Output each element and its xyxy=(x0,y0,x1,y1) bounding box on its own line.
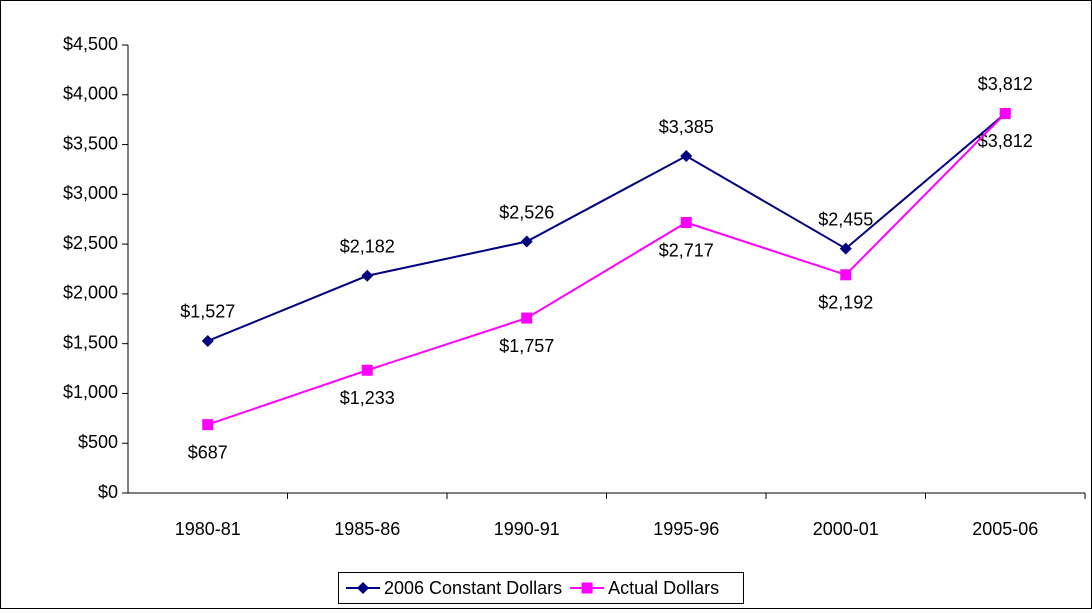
legend-marker xyxy=(357,582,369,594)
x-tick-label: 1990-91 xyxy=(494,519,560,539)
y-tick-label: $1,000 xyxy=(63,382,118,402)
data-label: $3,812 xyxy=(978,74,1033,94)
data-label: $3,385 xyxy=(659,117,714,137)
data-label: $2,192 xyxy=(818,293,873,313)
x-tick-label: 1995-96 xyxy=(653,519,719,539)
y-tick-label: $500 xyxy=(78,432,118,452)
y-tick-label: $0 xyxy=(98,482,118,502)
data-point xyxy=(520,235,533,248)
data-point xyxy=(521,312,533,324)
legend-marker xyxy=(581,582,593,594)
data-point xyxy=(840,269,852,281)
data-label: $3,812 xyxy=(978,131,1033,151)
data-point xyxy=(361,269,374,282)
data-label: $2,526 xyxy=(499,202,554,222)
data-label: $687 xyxy=(188,442,228,462)
y-tick-label: $3,500 xyxy=(63,133,118,153)
series-line xyxy=(207,112,1006,342)
x-tick-label: 1985-86 xyxy=(334,519,400,539)
y-tick-label: $4,500 xyxy=(63,34,118,54)
y-tick-label: $3,000 xyxy=(63,183,118,203)
data-point xyxy=(839,242,852,255)
legend-label: 2006 Constant Dollars xyxy=(384,578,562,598)
y-tick-label: $2,000 xyxy=(63,283,118,303)
data-point xyxy=(680,150,693,163)
data-label: $1,757 xyxy=(499,336,554,356)
y-tick-label: $2,500 xyxy=(63,233,118,253)
y-tick-label: $4,000 xyxy=(63,84,118,104)
x-tick-label: 1980-81 xyxy=(175,519,241,539)
x-tick-label: 2005-06 xyxy=(972,519,1038,539)
data-label: $2,455 xyxy=(818,209,873,229)
x-tick-label: 2000-01 xyxy=(813,519,879,539)
legend-label: Actual Dollars xyxy=(608,578,719,598)
data-label: $2,182 xyxy=(340,237,395,257)
y-tick-label: $1,500 xyxy=(63,332,118,352)
data-label: $2,717 xyxy=(659,240,714,260)
series-line xyxy=(207,112,1006,426)
legend-box xyxy=(338,572,744,604)
data-point xyxy=(999,107,1011,119)
data-point xyxy=(201,334,214,347)
data-point xyxy=(680,217,692,229)
data-point xyxy=(202,419,214,431)
data-point xyxy=(361,364,373,376)
data-label: $1,527 xyxy=(180,302,235,322)
data-label: $1,233 xyxy=(340,388,395,408)
